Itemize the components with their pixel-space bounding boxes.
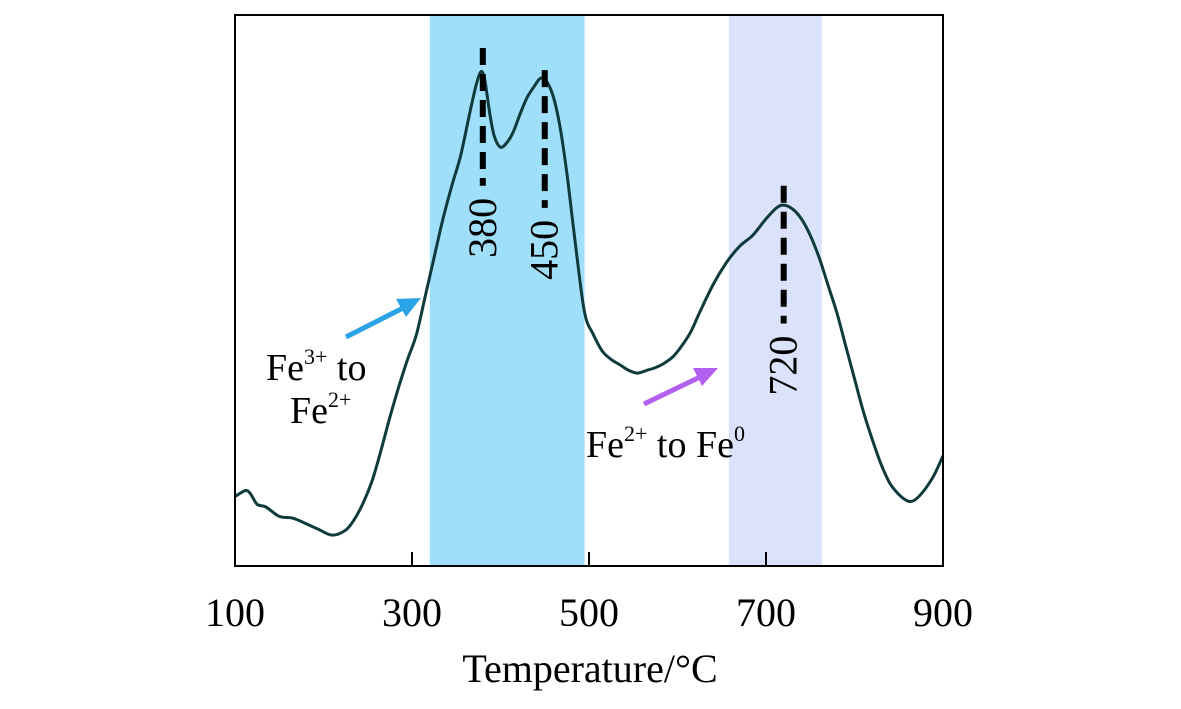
x-tick-label-300: 300 [382,590,442,635]
plot-frame [234,14,944,567]
fe3-line1: Fe3+ to [266,344,366,389]
x-tick-label-100: 100 [205,590,265,635]
fe3-to-fe2-band [429,15,585,566]
fe3-arrowhead [396,298,421,317]
fe3-line1-base: Fe [266,347,304,389]
fe3-line1-tail: to [327,347,366,389]
fe3-arrow [344,305,405,340]
fe2-label: Fe2+ to Fe0 [586,421,745,466]
bands-layer [429,15,822,566]
fe3-line2-sup: 2+ [328,387,351,412]
fe2-to-fe0-band [728,15,822,566]
x-tick-label-900: 900 [913,590,973,635]
fe3-line2-base: Fe [290,390,328,432]
fe2-sup1: 2+ [624,421,647,446]
fe2-to-fe0-annotation: Fe2+ to Fe0 [586,368,745,466]
x-axis-title: Temperature/°C [462,646,717,691]
x-ticks: 100 300 500 700 900 [205,552,973,635]
fe3-line2: Fe2+ [290,387,351,432]
fe2-mid: to Fe [647,424,734,466]
fe2-sup2: 0 [734,421,745,446]
fe2-arrowhead [693,368,718,386]
peak-label-720: 720 [761,336,806,396]
fe2-base1: Fe [586,424,624,466]
fe2-arrow [642,374,702,407]
peak-label-380: 380 [460,198,505,258]
peaks-layer: 380 450 720 [460,48,806,396]
fe3-to-fe2-annotation: Fe3+ to Fe2+ [266,298,421,432]
x-tick-label-700: 700 [736,590,796,635]
x-tick-label-500: 500 [559,590,619,635]
peak-label-450: 450 [522,220,567,280]
series-line-0 [234,69,945,537]
curve-layer [234,69,945,537]
fe3-line1-sup: 3+ [304,344,327,369]
